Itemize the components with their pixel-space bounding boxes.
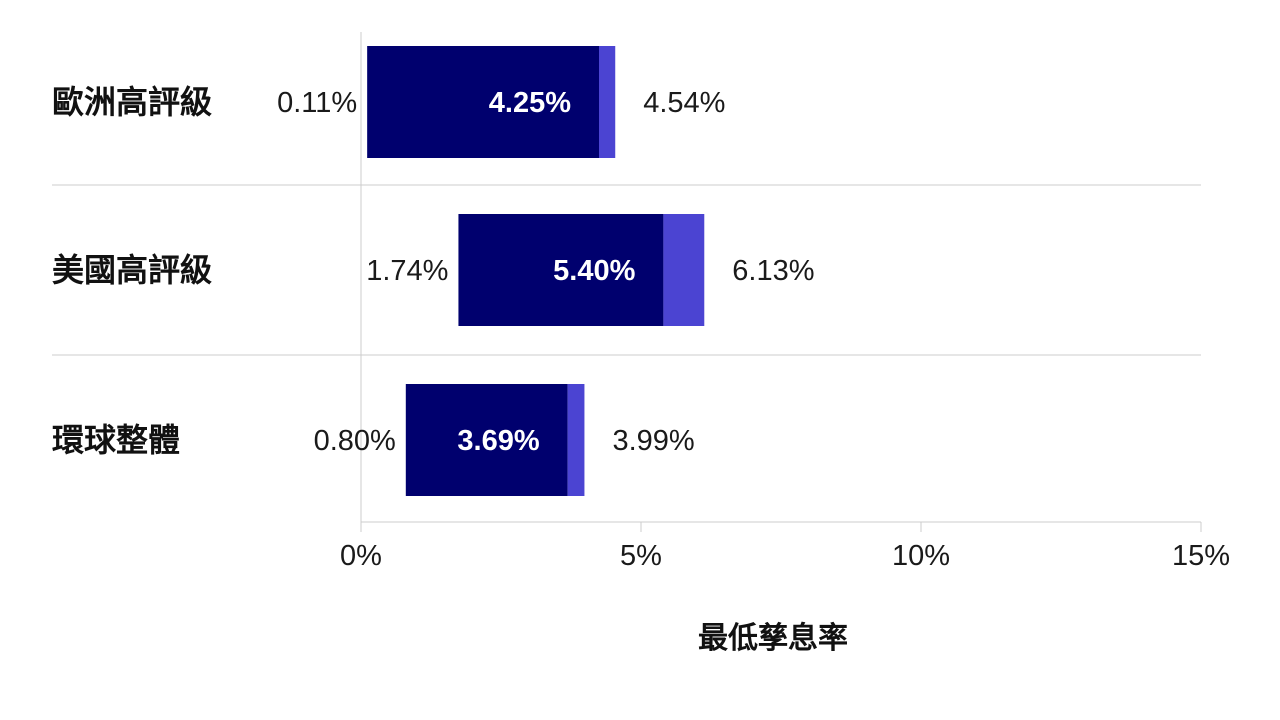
- x-tick-label: 10%: [892, 540, 950, 572]
- bar-main: [405, 384, 568, 496]
- grid-lines: [52, 32, 1201, 523]
- high-value-label: 4.54%: [643, 87, 725, 119]
- x-tick-label: 5%: [620, 540, 662, 572]
- high-value-label: 6.13%: [732, 255, 814, 287]
- labels: 歐洲高評級 0.11% 4.25% 4.54% 美國高評級 1.74% 5.40% 6.13%…: [52, 83, 815, 459]
- mid-value-label: 3.69%: [457, 425, 539, 457]
- x-axis: 0% 5% 10% 15%: [340, 522, 1230, 572]
- bar-main: [367, 46, 599, 158]
- x-axis-title: 最低孳息率: [698, 621, 848, 656]
- bar-tip: [663, 214, 705, 326]
- category-label: 歐洲高評級: [52, 83, 212, 121]
- high-value-label: 3.99%: [612, 425, 694, 457]
- bar-main: [458, 214, 664, 326]
- x-tick-label: 0%: [340, 540, 382, 572]
- category-label: 美國高評級: [52, 251, 212, 289]
- category-label: 環球整體: [52, 421, 180, 459]
- bar-tip: [567, 384, 585, 496]
- bars: [367, 46, 705, 496]
- bar-tip: [599, 46, 616, 158]
- low-value-label: 0.80%: [314, 425, 396, 457]
- mid-value-label: 4.25%: [489, 87, 571, 119]
- low-value-label: 1.74%: [366, 255, 448, 287]
- low-value-label: 0.11%: [277, 87, 357, 119]
- x-tick-label: 15%: [1172, 540, 1230, 572]
- mid-value-label: 5.40%: [553, 255, 635, 287]
